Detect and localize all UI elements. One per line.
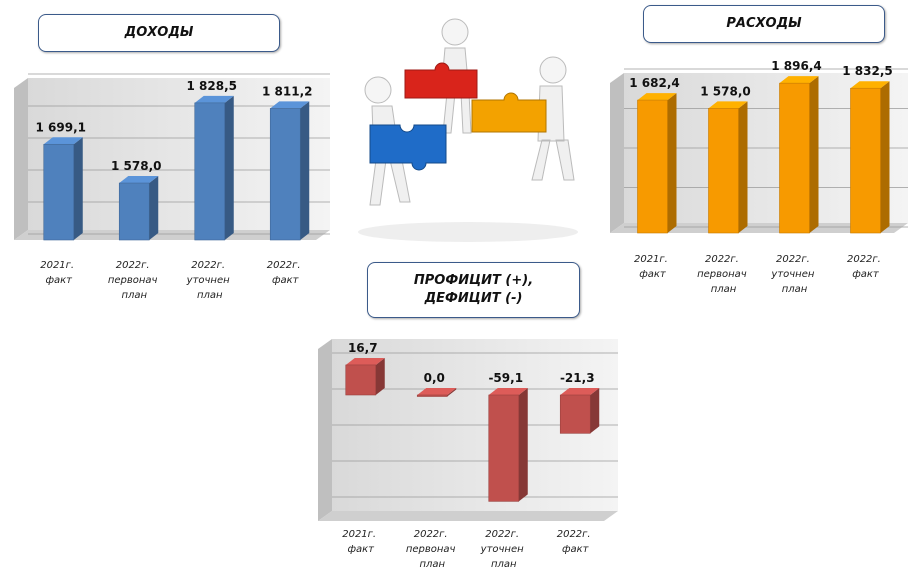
bar-side [739,101,748,233]
bar-3d [346,358,385,395]
bar-3d [638,93,677,233]
bar [195,103,225,240]
x-tick-label: 2021г. факт [634,254,671,280]
puzzle-illustration [358,19,578,242]
value-label: -21,3 [560,371,595,385]
bar [417,395,447,397]
bar-3d [119,176,158,240]
side-wall [318,339,332,521]
value-label: 16,7 [348,341,378,355]
bar [346,365,376,395]
floor [318,511,618,521]
value-label: 1 832,5 [842,64,892,78]
bar-side [300,101,309,240]
bar [709,108,739,233]
bar [780,83,810,233]
bar-side [149,176,158,240]
side-wall [610,73,624,233]
slide: 1 699,1 2021г. факт 1 578,0 2022г. первонач… [0,0,911,578]
bar [489,395,519,501]
bar [851,88,881,233]
bar-side [519,388,528,501]
bar-side [668,93,677,233]
chart-title: РАСХОДЫ [643,5,885,43]
x-tick-label: 2021г. факт [342,529,379,555]
value-label: 1 828,5 [187,79,237,93]
bar-3d [851,81,890,233]
x-tick-label: 2022г. первонач план [406,529,459,570]
bar-side [74,137,83,240]
value-label: 1 811,2 [262,84,312,98]
bar [270,108,300,240]
bar [638,100,668,233]
value-label: 1 682,4 [629,76,679,90]
x-tick-label: 2022г. факт [267,260,304,286]
x-tick-label: 2022г. факт [557,529,594,555]
x-tick-label: 2022г. первонач план [697,254,750,295]
bar-side [881,81,890,233]
bar-3d [709,101,748,233]
x-tick-label: 2022г. уточнен план [770,254,817,295]
value-label: 1 578,0 [700,84,750,98]
x-tick-label: 2022г. факт [847,254,884,280]
value-label: 0,0 [424,371,445,385]
chart-title: ДОХОДЫ [38,14,280,52]
chart-title: ПРОФИЦИТ (+), ДЕФИЦИТ (-) [367,262,580,318]
bar-3d [270,101,309,240]
bar-3d [780,76,819,233]
x-tick-label: 2022г. уточнен план [186,260,233,301]
bar-3d [489,388,528,501]
bar-side [590,388,599,433]
x-tick-label: 2021г. факт [40,260,77,286]
value-label: 1 699,1 [36,120,86,134]
x-tick-label: 2022г. первонач план [108,260,161,301]
bar-side [810,76,819,233]
bar-3d [44,137,83,240]
x-tick-label: 2022г. уточнен план [480,529,527,570]
bar-3d [560,388,599,433]
value-label: -59,1 [488,371,523,385]
side-wall [14,78,28,240]
bar [44,144,74,240]
value-label: 1 578,0 [111,159,161,173]
bar-side [225,96,234,240]
bar [560,395,590,433]
bar-3d [195,96,234,240]
value-label: 1 896,4 [771,59,821,73]
bar [119,183,149,240]
